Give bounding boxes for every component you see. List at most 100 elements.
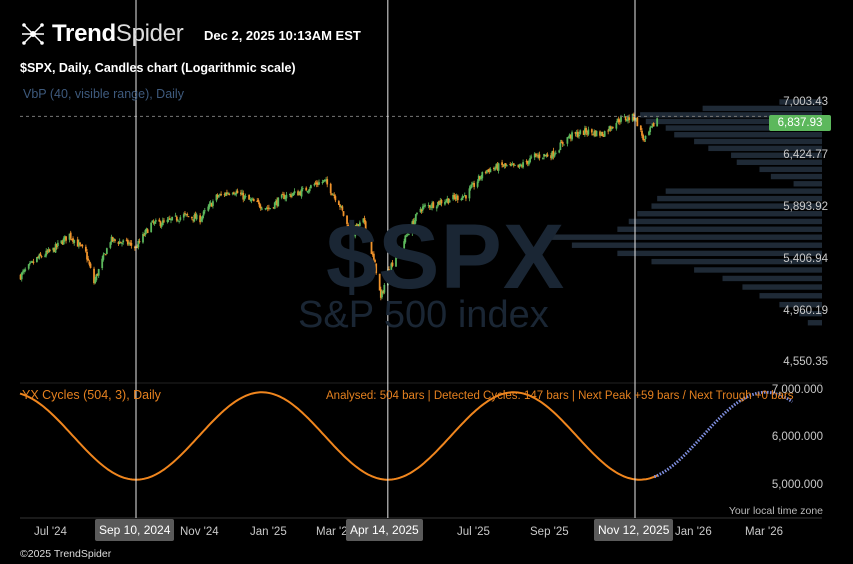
candle-body (119, 241, 122, 243)
candle-body (529, 158, 531, 163)
candle-body (130, 242, 133, 246)
candle-body (293, 191, 296, 194)
candle-body (503, 164, 506, 167)
candle-body (220, 194, 223, 196)
yx-cycles-label[interactable]: YX Cycles (504, 3), Daily (22, 388, 161, 402)
candle-body (382, 291, 385, 293)
candle-body (488, 168, 491, 173)
candle-body (55, 243, 58, 247)
candle-body (528, 161, 530, 165)
candle-body (23, 269, 25, 273)
candle-body (639, 125, 642, 130)
candle-body (357, 224, 360, 227)
candle-body (454, 196, 457, 200)
candle-body (277, 197, 280, 207)
candle-body (112, 238, 115, 241)
candle-body (600, 132, 603, 136)
candle-body (348, 230, 351, 232)
candle-body (534, 154, 537, 156)
candle-body (269, 208, 271, 210)
candle-body (438, 200, 441, 205)
candle-body (128, 243, 130, 245)
candle-body (62, 238, 65, 245)
price-axis-tick: 4,960.19 (783, 305, 828, 317)
candle-body (79, 242, 81, 245)
candle-body (27, 264, 30, 269)
candle-body (487, 169, 489, 171)
candle-body (84, 246, 87, 252)
candle-body (219, 194, 221, 196)
candle-body (168, 218, 171, 220)
candle-body (375, 263, 378, 274)
candle-body (334, 196, 337, 201)
candle-body (110, 236, 113, 243)
candle-body (550, 155, 552, 159)
candle-body (109, 242, 112, 248)
candle-body (325, 179, 327, 181)
candle-body (594, 130, 597, 137)
candle-body (46, 250, 49, 253)
vbp-bar (640, 112, 822, 118)
cycle-projection-line (653, 390, 794, 479)
candle-body (480, 177, 483, 180)
candle-body (228, 194, 231, 196)
current-price-tag: 6,837.93 (769, 115, 831, 131)
highlighted-date-label: Sep 10, 2024 (95, 519, 175, 541)
candle-body (24, 269, 27, 271)
candle-body (227, 193, 230, 195)
candle-body (383, 284, 386, 293)
candle-body (111, 236, 114, 242)
candle-body (395, 257, 397, 267)
candle-body (567, 137, 570, 139)
candle-body (607, 130, 610, 132)
candle-body (48, 249, 51, 252)
candle-body (194, 214, 197, 219)
candle-body (445, 200, 448, 202)
candle-body (199, 215, 202, 223)
vbp-bar (793, 181, 822, 187)
candle-body (554, 152, 557, 154)
candle-body (509, 164, 512, 166)
candle-body (20, 272, 23, 280)
candle-body (578, 134, 580, 137)
candle-body (144, 230, 147, 235)
candle-body (224, 192, 227, 196)
candle-body (603, 131, 606, 137)
candle-body (469, 186, 472, 190)
candle-body (601, 131, 604, 136)
candle-body (297, 191, 299, 196)
watermark-ticker: $SPX (326, 206, 566, 308)
price-axis-tick: 5,893.92 (783, 201, 828, 213)
cycle-axis-tick: 7,000.000 (771, 384, 823, 396)
candle-body (439, 200, 442, 205)
candle-body (301, 188, 304, 190)
candle-body (167, 219, 170, 221)
candle-body (136, 246, 139, 248)
candle-body (407, 234, 410, 236)
candle-body (275, 200, 277, 203)
vbp-indicator-label[interactable]: VbP (40, visible range), Daily (23, 87, 184, 101)
candle-body (651, 123, 654, 127)
candle-body (437, 201, 439, 207)
candle-body (212, 201, 214, 206)
candle-body (300, 189, 303, 197)
candle-body (595, 130, 598, 137)
vbp-bar (742, 284, 822, 290)
vbp-bar (694, 267, 822, 273)
candle-body (283, 194, 285, 200)
candle-body (288, 193, 291, 195)
candle-body (388, 269, 390, 273)
vbp-bar (617, 226, 822, 232)
candle-body (496, 164, 499, 171)
vbp-bar (665, 125, 822, 131)
vbp-bar (651, 258, 822, 265)
chart-title[interactable]: $SPX, Daily, Candles chart (Logarithmic … (20, 61, 296, 75)
candle-body (644, 135, 647, 140)
candle-body (306, 191, 309, 193)
candle-body (339, 204, 341, 208)
candle-body (308, 188, 311, 192)
candle-body (579, 130, 582, 134)
vbp-bars (552, 99, 822, 326)
candle-body (145, 228, 148, 232)
candle-body (298, 192, 301, 195)
